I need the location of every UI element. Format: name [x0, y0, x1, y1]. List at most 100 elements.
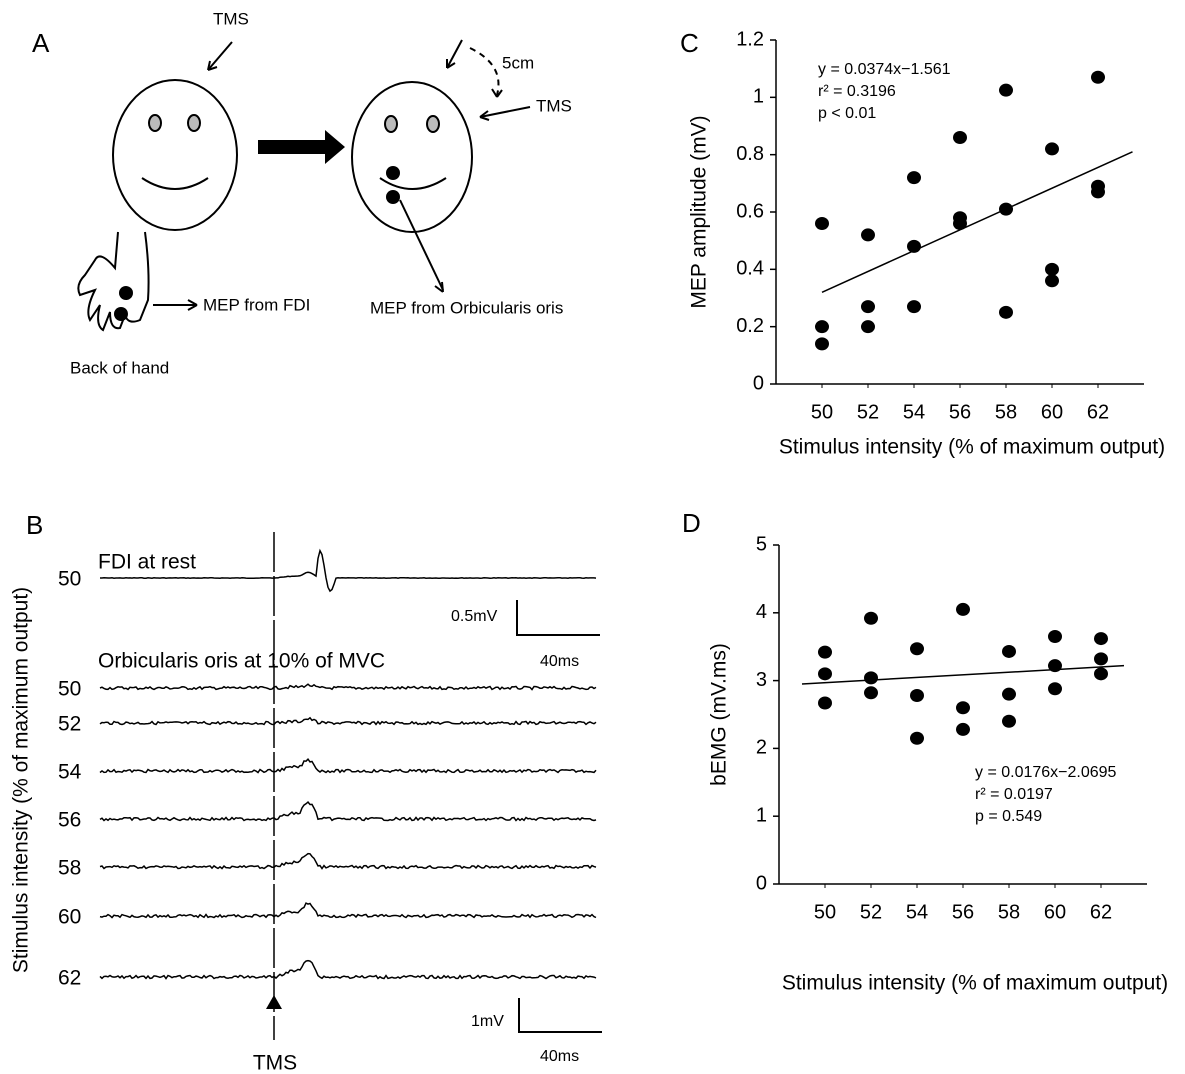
point [818, 645, 832, 659]
electrode [386, 190, 400, 204]
point [910, 731, 924, 745]
trace [99, 801, 597, 822]
axis-title: bEMG (mV.ms) [708, 643, 731, 786]
annotation: r² = 0.3196 [818, 83, 896, 100]
point [1048, 682, 1062, 696]
trend-line [821, 151, 1133, 293]
axis-title: Stimulus intensity (% of maximum output) [779, 436, 1165, 459]
trace-title: FDI at rest [98, 551, 196, 574]
intensity-label: 56 [58, 809, 81, 832]
point [1094, 632, 1108, 646]
label: MEP from Orbicularis oris [370, 298, 563, 317]
point [1045, 262, 1059, 276]
panel-label: C [680, 28, 699, 58]
y-tick-label: 3 [756, 669, 767, 691]
axis-title: MEP amplitude (mV) [688, 115, 711, 308]
y-tick-label: 0.4 [736, 258, 764, 280]
point [1048, 630, 1062, 644]
axis-title: Stimulus intensity (% of maximum output) [10, 587, 33, 973]
x-tick-label: 60 [1044, 901, 1066, 923]
point [861, 228, 875, 242]
point [999, 83, 1013, 97]
transition-arrow [258, 130, 345, 164]
x-tick-label: 62 [1090, 901, 1112, 923]
y-tick-label: 0 [756, 872, 767, 894]
x-tick-label: 58 [995, 401, 1017, 423]
trace [100, 548, 597, 593]
y-tick-label: 5 [756, 533, 767, 555]
panel-a-drawing [77, 39, 531, 332]
point [818, 667, 832, 681]
x-tick-label: 54 [903, 401, 925, 423]
electrode [386, 166, 400, 180]
annotation: y = 0.0374x−1.561 [818, 61, 951, 78]
stim-label: TMS [253, 1052, 297, 1074]
electrode [114, 307, 128, 321]
point [1048, 659, 1062, 673]
trace [99, 852, 597, 870]
intensity-label: 50 [58, 568, 81, 591]
point [815, 337, 829, 351]
y-tick-label: 1.2 [736, 28, 764, 50]
intensity-label: 50 [58, 678, 81, 701]
label: MEP from FDI [203, 295, 310, 314]
point [1045, 274, 1059, 288]
x-tick-label: 54 [906, 901, 928, 923]
trace [99, 959, 597, 980]
point [953, 216, 967, 230]
point [864, 671, 878, 685]
point [815, 216, 829, 230]
annotation: p < 0.01 [818, 105, 876, 122]
scale-label: 40ms [540, 1048, 579, 1065]
label: TMS [213, 9, 249, 28]
point [910, 689, 924, 703]
point [1002, 714, 1016, 728]
y-tick-label: 0.6 [736, 200, 764, 222]
y-tick-label: 0 [753, 372, 764, 394]
point [1094, 652, 1108, 666]
point [999, 202, 1013, 216]
scale-label: 0.5mV [451, 608, 498, 625]
panel-label: D [682, 508, 701, 538]
annotation: r² = 0.0197 [975, 786, 1053, 803]
point [956, 602, 970, 616]
trace [99, 716, 597, 726]
intensity-label: 58 [58, 857, 81, 880]
point [1094, 667, 1108, 681]
panel-label: B [26, 510, 43, 540]
x-tick-label: 50 [814, 901, 836, 923]
label: TMS [536, 96, 572, 115]
y-tick-label: 4 [756, 601, 767, 623]
intensity-label: 60 [58, 906, 81, 929]
trace [99, 902, 597, 919]
traces [99, 548, 597, 980]
electrode [119, 286, 133, 300]
point [907, 300, 921, 314]
panel-label: A [32, 28, 50, 58]
x-tick-label: 52 [857, 401, 879, 423]
x-tick-label: 60 [1041, 401, 1063, 423]
point [1091, 70, 1105, 84]
x-tick-label: 56 [952, 901, 974, 923]
annotation: y = 0.0176x−2.0695 [975, 764, 1117, 781]
point [864, 686, 878, 700]
point [1045, 142, 1059, 156]
x-tick-label: 58 [998, 901, 1020, 923]
point [1091, 185, 1105, 199]
trace-title: Orbicularis oris at 10% of MVC [98, 650, 385, 673]
label: 5cm [502, 53, 534, 72]
trace [99, 683, 597, 691]
y-tick-label: 0.8 [736, 143, 764, 165]
x-tick-label: 52 [860, 901, 882, 923]
annotation: p = 0.549 [975, 808, 1042, 825]
x-tick-label: 56 [949, 401, 971, 423]
point [815, 320, 829, 334]
point [864, 611, 878, 625]
point [953, 130, 967, 144]
point [907, 171, 921, 185]
intensity-label: 54 [58, 761, 82, 784]
axis-title: Stimulus intensity (% of maximum output) [782, 972, 1168, 995]
point [1002, 644, 1016, 658]
point [1002, 687, 1016, 701]
point [956, 722, 970, 736]
